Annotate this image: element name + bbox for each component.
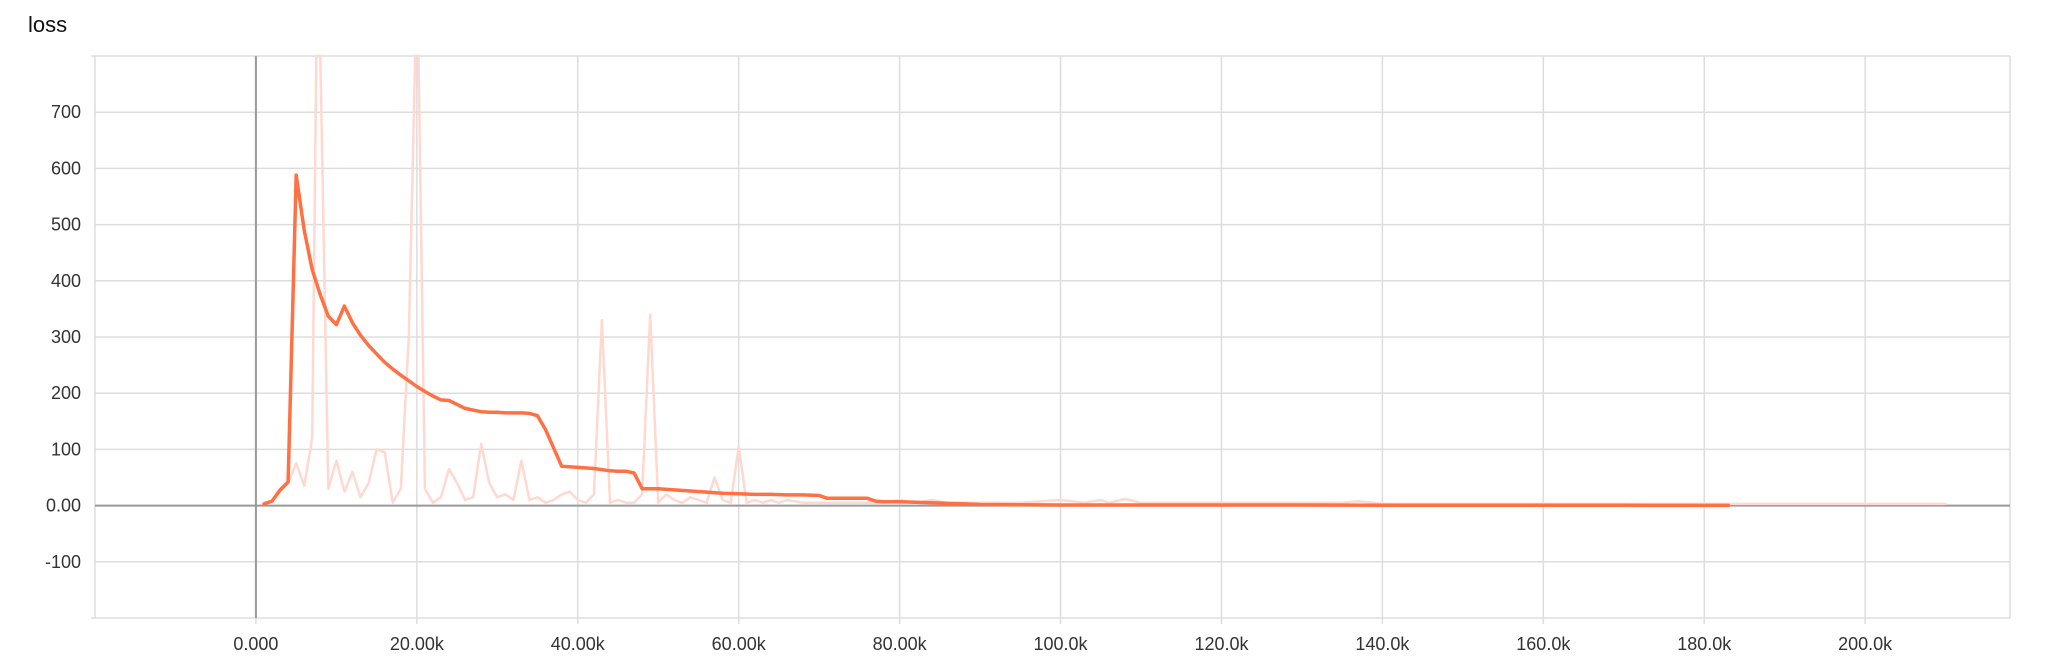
y-tick-label: 700 [51, 102, 81, 122]
smoothed-loss-line [262, 173, 1731, 508]
x-tick-label: 60.00k [712, 634, 767, 654]
x-tick-label: 180.0k [1677, 634, 1732, 654]
x-tick-label: 200.0k [1838, 634, 1893, 654]
x-tick-label: 0.000 [233, 634, 278, 654]
x-tick-label: 20.00k [390, 634, 445, 654]
chart-title: loss [28, 12, 68, 37]
y-tick-label: 300 [51, 327, 81, 347]
x-tick-label: 80.00k [873, 634, 928, 654]
x-tick-label: 40.00k [551, 634, 606, 654]
x-tick-label: 160.0k [1516, 634, 1571, 654]
x-tick-label: 140.0k [1355, 634, 1410, 654]
y-tick-label: -100 [45, 552, 81, 572]
y-tick-label: 600 [51, 158, 81, 178]
tick-labels: 700 600 500 400 300 200 100 0.00 -100 0.000 20.00k… [45, 102, 1893, 654]
y-tick-label: 500 [51, 215, 81, 235]
raw-loss-line [262, 54, 1947, 506]
y-tick-label: 100 [51, 439, 81, 459]
y-tick-label: 200 [51, 383, 81, 403]
grid-layer [91, 55, 2011, 624]
x-tick-label: 120.0k [1194, 634, 1249, 654]
x-tick-label: 100.0k [1034, 634, 1089, 654]
series-layer [262, 54, 1947, 508]
y-tick-label: 400 [51, 271, 81, 291]
y-tick-label: 0.00 [46, 496, 81, 516]
